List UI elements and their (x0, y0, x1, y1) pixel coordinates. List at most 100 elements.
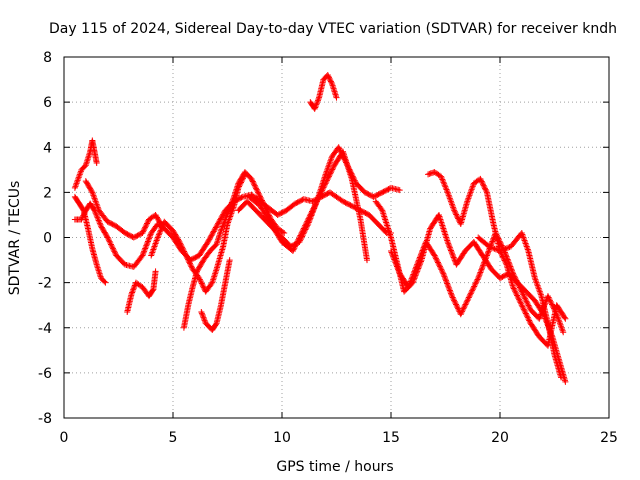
data-point-marker (523, 298, 530, 305)
tick-labels: 0 5 10 15 20 25 -8 -6 -4 -2 0 2 4 6 8 (38, 50, 618, 446)
data-point-marker (96, 218, 103, 225)
data-point-marker (458, 309, 465, 316)
data-point-marker (152, 268, 159, 275)
data-point-marker (107, 240, 114, 247)
data-point-marker (452, 300, 459, 307)
data-point-marker (197, 262, 204, 269)
data-point-marker (464, 297, 471, 304)
data-point-marker (481, 259, 488, 266)
data-point-marker (208, 280, 215, 287)
data-point-marker (173, 233, 180, 240)
data-point-marker (445, 284, 452, 291)
data-point-marker (238, 175, 245, 182)
data-point-marker (501, 246, 508, 253)
data-point-marker (95, 217, 102, 224)
data-point-marker (228, 200, 235, 207)
data-point-marker (220, 210, 227, 217)
data-point-marker (307, 211, 314, 218)
data-point-marker (391, 257, 398, 264)
y-tick-label: 0 (43, 231, 52, 247)
data-point-marker (228, 199, 235, 206)
data-point-marker (297, 232, 304, 239)
data-point-marker (497, 248, 503, 255)
data-point-marker (79, 213, 86, 220)
data-point-marker (444, 281, 451, 288)
data-point-marker (462, 301, 469, 308)
data-point-marker (327, 169, 334, 176)
data-point-marker (251, 182, 258, 189)
data-point-marker (450, 254, 457, 261)
data-point-marker (156, 230, 163, 237)
data-point-marker (172, 232, 179, 239)
data-point-marker (146, 234, 153, 241)
data-point-marker (466, 293, 473, 300)
data-point-marker (435, 260, 442, 267)
data-point-marker (447, 290, 454, 297)
data-point-marker (181, 248, 188, 255)
data-point-marker (196, 276, 203, 283)
data-point-marker (505, 244, 512, 251)
data-point-marker (450, 295, 457, 302)
data-point-marker (109, 244, 116, 251)
data-point-marker (492, 246, 499, 253)
data-point-marker (438, 175, 445, 182)
data-point-marker (329, 165, 336, 172)
data-point-marker (87, 186, 94, 193)
data-point-marker (82, 178, 89, 185)
data-point-marker (548, 301, 555, 308)
data-point-marker (392, 260, 399, 267)
data-point-marker (453, 211, 460, 218)
data-point-marker (313, 100, 320, 107)
data-point-marker (197, 277, 204, 284)
data-point-marker (502, 260, 509, 267)
data-point-marker (480, 261, 487, 268)
data-point-marker (475, 275, 482, 282)
data-point-marker (188, 263, 195, 270)
data-point-marker (446, 244, 453, 251)
data-point-marker (143, 241, 150, 248)
data-point-marker (298, 231, 305, 238)
y-tick-label: 4 (43, 140, 52, 156)
data-point-marker (139, 252, 146, 259)
data-point-marker (279, 229, 286, 236)
data-point-marker (335, 144, 342, 151)
data-point-marker (207, 235, 214, 242)
data-point-marker (482, 186, 489, 193)
data-point-marker (78, 216, 85, 223)
data-point-marker (88, 188, 95, 195)
data-point-marker (443, 277, 450, 284)
data-point-marker (522, 296, 529, 303)
data-point-marker (440, 272, 447, 279)
data-point-marker (200, 314, 207, 321)
data-point-marker (319, 185, 326, 192)
data-point-marker (455, 305, 462, 312)
data-point-marker (502, 245, 509, 252)
data-point-marker (258, 197, 265, 204)
data-point-marker (292, 242, 299, 249)
data-point-marker (364, 257, 371, 264)
data-point-marker (95, 216, 102, 223)
data-point-marker (511, 286, 518, 293)
data-point-marker (517, 285, 524, 292)
data-point-marker (311, 204, 318, 211)
data-point-marker (521, 294, 528, 301)
data-point-marker (393, 263, 400, 270)
data-point-marker (459, 308, 466, 315)
data-point-marker (258, 196, 265, 203)
data-point-marker (220, 222, 227, 229)
data-point-marker (478, 178, 485, 185)
data-point-marker (391, 256, 398, 263)
data-point-marker (195, 265, 202, 272)
data-point-marker (304, 217, 311, 224)
data-point-marker (525, 316, 532, 323)
data-point-marker (170, 228, 177, 235)
data-point-marker (199, 311, 206, 318)
data-point-marker (141, 248, 148, 255)
data-point-marker (448, 248, 455, 255)
data-point-marker (465, 295, 472, 302)
data-point-marker (494, 246, 501, 253)
data-point-marker (453, 302, 460, 309)
data-point-marker (238, 194, 245, 201)
data-point-marker (485, 248, 492, 255)
data-point-marker (312, 104, 319, 111)
